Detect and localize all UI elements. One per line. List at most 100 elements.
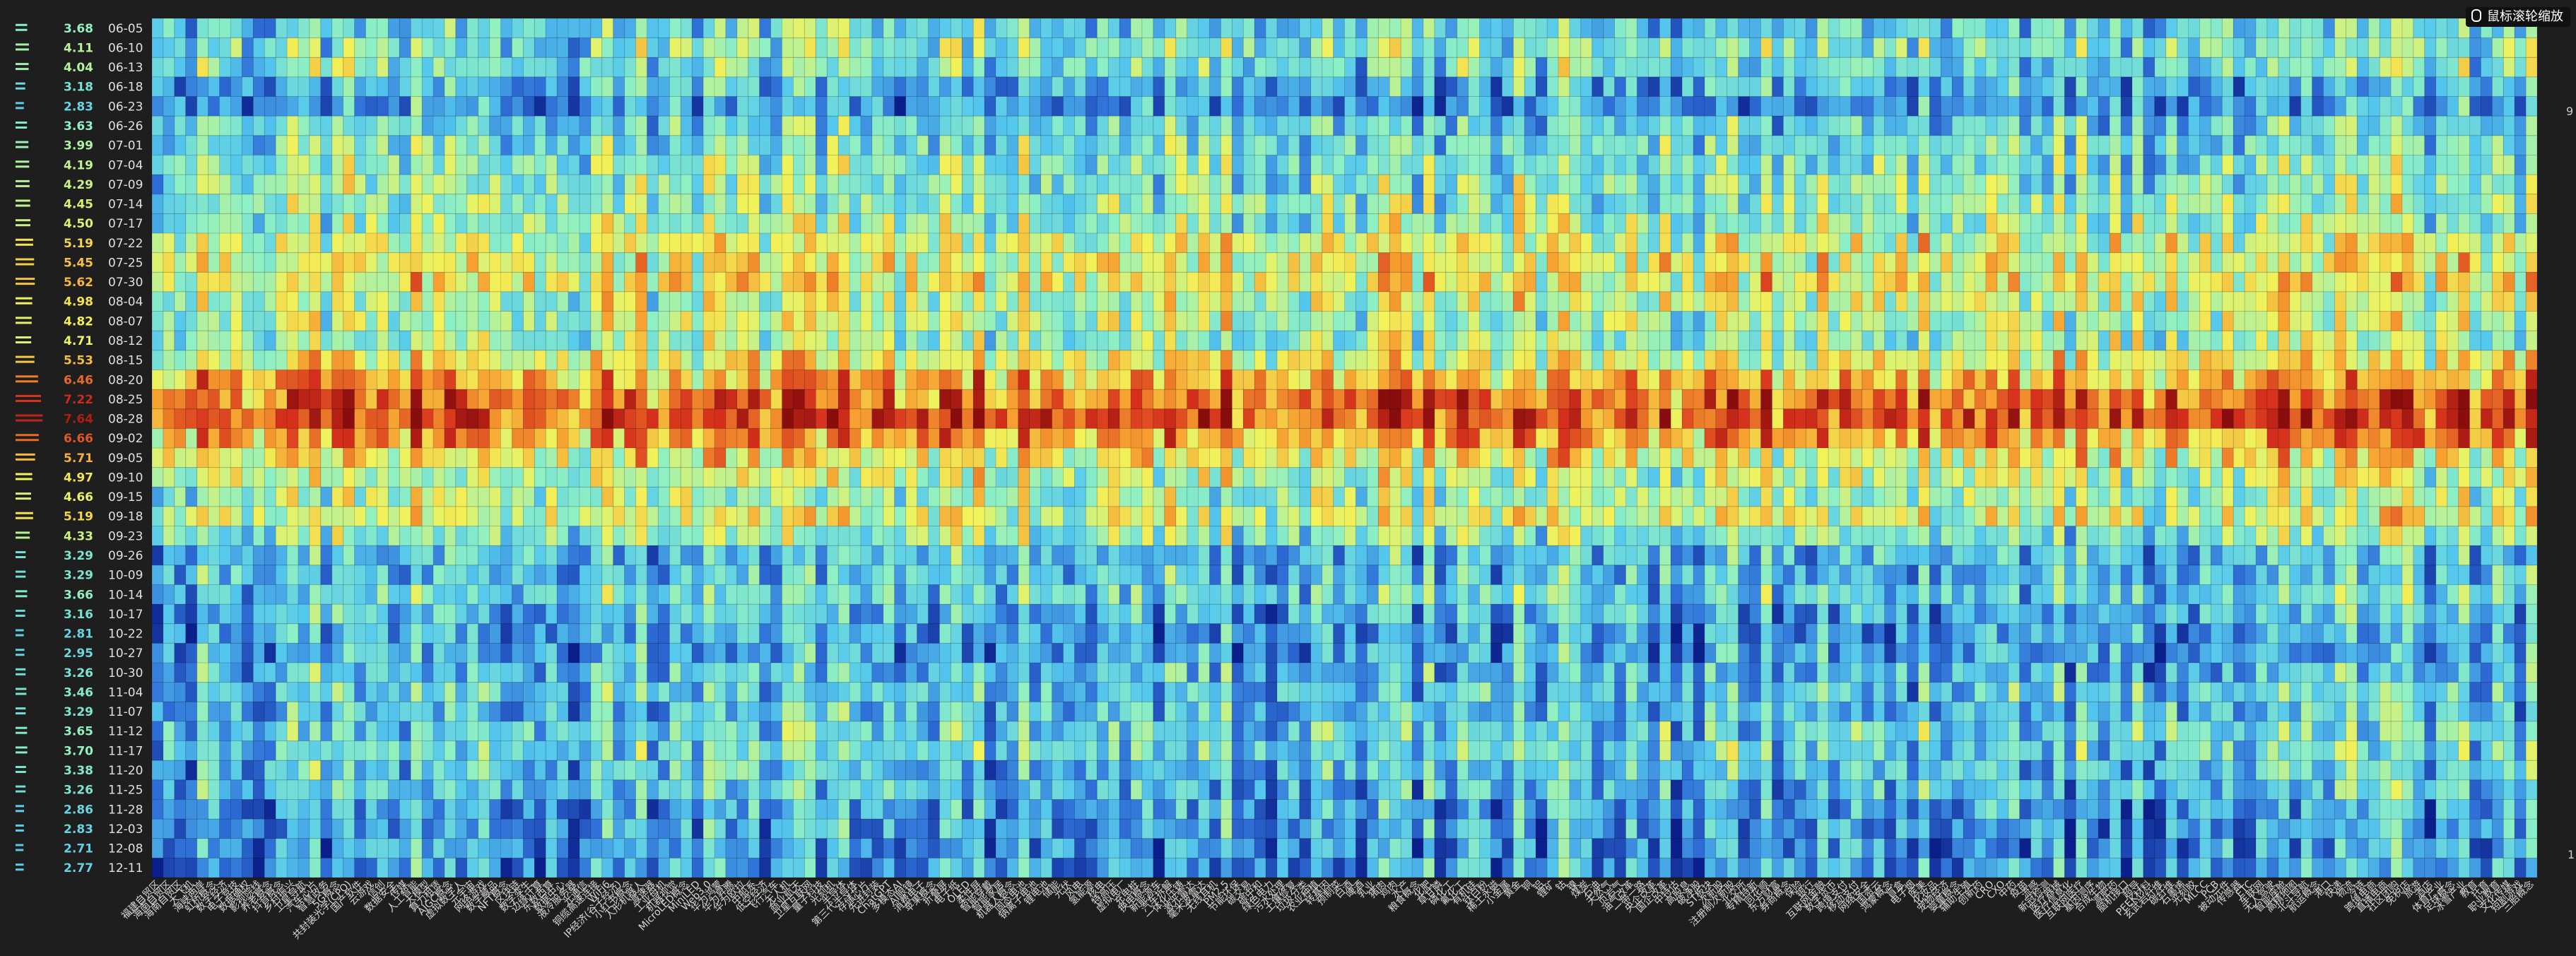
heatmap-cell[interactable] bbox=[928, 175, 940, 194]
heatmap-cell[interactable] bbox=[1310, 233, 1322, 253]
heatmap-cell[interactable] bbox=[714, 213, 726, 233]
heatmap-cell[interactable] bbox=[624, 291, 636, 312]
heatmap-cell[interactable] bbox=[939, 96, 951, 117]
heatmap-cell[interactable] bbox=[1671, 213, 1683, 233]
heatmap-cell[interactable] bbox=[1558, 76, 1570, 97]
heatmap-cell[interactable] bbox=[185, 428, 197, 448]
heatmap-cell[interactable] bbox=[1749, 57, 1761, 77]
heatmap-cell[interactable] bbox=[1153, 252, 1165, 273]
heatmap-cell[interactable] bbox=[2266, 155, 2278, 175]
heatmap-cell[interactable] bbox=[1727, 37, 1739, 58]
heatmap-cell[interactable] bbox=[2526, 311, 2537, 331]
heatmap-cell[interactable] bbox=[1524, 57, 1536, 77]
heatmap-cell[interactable] bbox=[2481, 96, 2493, 117]
heatmap-cell[interactable] bbox=[1614, 135, 1626, 155]
heatmap-cell[interactable] bbox=[2458, 252, 2470, 273]
heatmap-cell[interactable] bbox=[1490, 428, 1502, 448]
heatmap-cell[interactable] bbox=[860, 311, 872, 331]
heatmap-cell[interactable] bbox=[2300, 213, 2312, 233]
heatmap-cell[interactable] bbox=[1040, 18, 1052, 38]
heatmap-cell[interactable] bbox=[523, 408, 535, 429]
heatmap-cell[interactable] bbox=[613, 370, 625, 390]
heatmap-cell[interactable] bbox=[1108, 252, 1120, 273]
heatmap-cell[interactable] bbox=[1918, 389, 1930, 409]
heatmap-cell[interactable] bbox=[1355, 331, 1368, 350]
heatmap-cell[interactable] bbox=[1547, 37, 1558, 58]
heatmap-cell[interactable] bbox=[2413, 428, 2425, 448]
heatmap-cell[interactable] bbox=[2110, 370, 2121, 390]
heatmap-cell[interactable] bbox=[647, 175, 659, 194]
heatmap-cell[interactable] bbox=[1783, 213, 1795, 233]
heatmap-cell[interactable] bbox=[883, 155, 895, 175]
heatmap-cell[interactable] bbox=[512, 370, 524, 390]
heatmap-cell[interactable] bbox=[1490, 389, 1502, 409]
heatmap-cell[interactable] bbox=[1232, 448, 1244, 468]
heatmap-cell[interactable] bbox=[500, 291, 512, 312]
heatmap-cell[interactable] bbox=[2492, 408, 2504, 429]
heatmap-cell[interactable] bbox=[2030, 57, 2042, 77]
heatmap-cell[interactable] bbox=[2188, 408, 2200, 429]
heatmap-cell[interactable] bbox=[298, 155, 310, 175]
heatmap-cell[interactable] bbox=[1884, 57, 1896, 77]
heatmap-cell[interactable] bbox=[1603, 331, 1615, 350]
heatmap-cell[interactable] bbox=[1378, 233, 1390, 253]
heatmap-cell[interactable] bbox=[973, 175, 985, 194]
heatmap-cell[interactable] bbox=[1006, 408, 1018, 429]
heatmap-cell[interactable] bbox=[1490, 213, 1502, 233]
heatmap-cell[interactable] bbox=[917, 37, 929, 58]
heatmap-cell[interactable] bbox=[1806, 37, 1818, 58]
heatmap-cell[interactable] bbox=[196, 311, 208, 331]
heatmap-cell[interactable] bbox=[973, 116, 985, 136]
heatmap-cell[interactable] bbox=[2256, 350, 2267, 370]
heatmap-cell[interactable] bbox=[433, 76, 445, 97]
heatmap-cell[interactable] bbox=[185, 331, 197, 350]
heatmap-cell[interactable] bbox=[917, 272, 929, 292]
heatmap-cell[interactable] bbox=[1322, 311, 1334, 331]
heatmap-cell[interactable] bbox=[2424, 272, 2436, 292]
heatmap-cell[interactable] bbox=[2143, 175, 2155, 194]
heatmap-cell[interactable] bbox=[1693, 370, 1705, 390]
heatmap-cell[interactable] bbox=[1648, 272, 1660, 292]
heatmap-cell[interactable] bbox=[174, 389, 186, 409]
heatmap-cell[interactable] bbox=[2526, 175, 2537, 194]
heatmap-cell[interactable] bbox=[1119, 194, 1131, 214]
heatmap-cell[interactable] bbox=[2143, 76, 2155, 97]
heatmap-cell[interactable] bbox=[590, 155, 602, 175]
heatmap-cell[interactable] bbox=[2245, 194, 2256, 214]
heatmap-cell[interactable] bbox=[1783, 272, 1795, 292]
heatmap-cell[interactable] bbox=[849, 96, 861, 117]
heatmap-cell[interactable] bbox=[1006, 331, 1018, 350]
heatmap-cell[interactable] bbox=[894, 233, 906, 253]
heatmap-cell[interactable] bbox=[1288, 135, 1300, 155]
heatmap-cell[interactable] bbox=[1040, 57, 1052, 77]
heatmap-cell[interactable] bbox=[1254, 18, 1266, 38]
heatmap-cell[interactable] bbox=[1141, 37, 1153, 58]
heatmap-cell[interactable] bbox=[1423, 291, 1435, 312]
heatmap-cell[interactable] bbox=[748, 331, 760, 350]
heatmap-cell[interactable] bbox=[827, 408, 839, 429]
heatmap-cell[interactable] bbox=[276, 331, 288, 350]
heatmap-cell[interactable] bbox=[1828, 194, 1840, 214]
heatmap-cell[interactable] bbox=[1344, 252, 1356, 273]
heatmap-cell[interactable] bbox=[1457, 233, 1469, 253]
heatmap-cell[interactable] bbox=[714, 350, 726, 370]
heatmap-cell[interactable] bbox=[1086, 18, 1098, 38]
heatmap-cell[interactable] bbox=[219, 448, 231, 468]
heatmap-cell[interactable] bbox=[2131, 18, 2143, 38]
heatmap-cell[interactable] bbox=[1975, 96, 1986, 117]
heatmap-cell[interactable] bbox=[1164, 175, 1176, 194]
heatmap-cell[interactable] bbox=[253, 116, 265, 136]
heatmap-cell[interactable] bbox=[1468, 370, 1480, 390]
heatmap-cell[interactable] bbox=[568, 350, 580, 370]
heatmap-cell[interactable] bbox=[2143, 233, 2155, 253]
heatmap-cell[interactable] bbox=[1378, 116, 1390, 136]
heatmap-cell[interactable] bbox=[512, 448, 524, 468]
heatmap-cell[interactable] bbox=[1659, 272, 1671, 292]
heatmap-cell[interactable] bbox=[163, 76, 175, 97]
heatmap-cell[interactable] bbox=[1018, 96, 1030, 117]
heatmap-cell[interactable] bbox=[2300, 408, 2312, 429]
heatmap-cell[interactable] bbox=[1153, 96, 1165, 117]
heatmap-cell[interactable] bbox=[1131, 389, 1142, 409]
heatmap-cell[interactable] bbox=[1322, 233, 1334, 253]
